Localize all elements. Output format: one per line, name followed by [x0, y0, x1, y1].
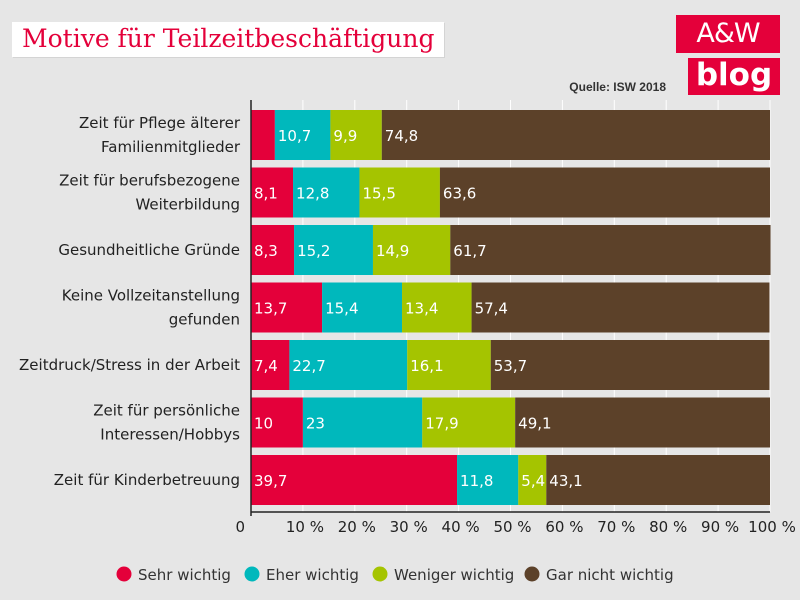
- category-label: Gesundheitliche Gründe: [58, 241, 240, 259]
- x-tick-label: 70 %: [597, 518, 635, 536]
- legend-label: Gar nicht wichtig: [546, 566, 674, 584]
- bar-segment: [372, 225, 451, 275]
- x-tick-label: 40 %: [442, 518, 480, 536]
- bar-value-label: 17,9: [425, 415, 458, 433]
- legend-label: Eher wichtig: [266, 566, 359, 584]
- legend-swatch: [244, 566, 260, 582]
- legend-label: Weniger wichtig: [394, 566, 514, 584]
- bar-segment: [251, 397, 303, 448]
- source-note: Quelle: ISW 2018: [569, 80, 666, 94]
- aw-blog-logo[interactable]: A&W blog: [676, 15, 780, 95]
- bar-value-label: 8,3: [254, 242, 278, 260]
- bar-segment: [402, 282, 472, 333]
- chart-title-box: Motive für Teilzeitbeschäftigung: [12, 22, 445, 57]
- x-tick-label: 10 %: [286, 518, 324, 536]
- bar-segment: [515, 397, 770, 448]
- bar-value-label: 15,2: [297, 242, 330, 260]
- legend-swatch: [372, 566, 388, 582]
- bar-value-label: 14,9: [376, 242, 409, 260]
- category-label: Zeitdruck/Stress in der Arbeit: [19, 356, 240, 374]
- bar-value-label: 12,8: [296, 185, 329, 203]
- bar-value-label: 57,4: [475, 300, 508, 318]
- bar-segment: [322, 282, 403, 333]
- bar-segment: [251, 455, 458, 505]
- bar-segment: [457, 455, 519, 505]
- bar-value-label: 43,1: [549, 472, 582, 490]
- category-label: Keine Vollzeitanstellung: [62, 287, 240, 305]
- legend-swatch: [116, 566, 132, 582]
- bar-value-label: 8,1: [254, 185, 278, 203]
- legend-label: Sehr wichtig: [138, 566, 231, 584]
- category-label: Familienmitglieder: [101, 138, 241, 156]
- x-tick-label: 20 %: [338, 518, 376, 536]
- bar-value-label: 49,1: [518, 415, 551, 433]
- bar-value-label: 39,7: [254, 472, 287, 490]
- bar-segment: [251, 282, 323, 333]
- bar-value-label: 63,6: [443, 185, 476, 203]
- x-tick-label: 60 %: [545, 518, 583, 536]
- category-label: Zeit für berufsbezogene: [59, 172, 240, 190]
- bar-segment: [330, 110, 382, 160]
- bar-value-label: 10,7: [278, 127, 311, 145]
- bar-segment: [293, 167, 360, 218]
- bar-value-label: 11,8: [460, 472, 493, 490]
- x-tick-label: 30 %: [390, 518, 428, 536]
- bar-value-label: 15,4: [325, 300, 358, 318]
- bar-segment: [471, 282, 770, 333]
- logo-line-aw: A&W: [676, 15, 780, 53]
- logo-line-blog: blog: [688, 58, 780, 95]
- bar-segment: [490, 340, 770, 390]
- bar-value-label: 9,9: [333, 127, 357, 145]
- bar-segment: [359, 167, 440, 218]
- bar-segment: [302, 397, 423, 448]
- bar-segment: [450, 225, 771, 275]
- bar-segment: [381, 110, 770, 160]
- bar-segment: [439, 167, 770, 218]
- bar-segment: [518, 455, 547, 505]
- bar-segment: [289, 340, 408, 390]
- legend-swatch: [524, 566, 540, 582]
- x-tick-label: 100 %: [748, 518, 796, 536]
- bar-value-label: 61,7: [453, 242, 486, 260]
- bar-value-label: 13,4: [405, 300, 438, 318]
- bar-segment: [422, 397, 516, 448]
- category-label: Weiterbildung: [135, 196, 240, 214]
- bar-segment: [251, 167, 294, 218]
- bar-segment: [251, 340, 290, 390]
- x-tick-label: 90 %: [701, 518, 739, 536]
- bar-value-label: 5,4: [521, 472, 545, 490]
- category-label: Zeit für Kinderbetreuung: [54, 471, 240, 489]
- bar-segment: [251, 110, 275, 160]
- chart-title: Motive für Teilzeitbeschäftigung: [22, 24, 435, 53]
- bar-value-label: 74,8: [385, 127, 418, 145]
- bar-value-label: 23: [306, 415, 325, 433]
- category-label: gefunden: [169, 311, 240, 329]
- bar-value-label: 16,1: [410, 357, 443, 375]
- bar-segment: [274, 110, 331, 160]
- bar-value-label: 53,7: [494, 357, 527, 375]
- bar-segment: [407, 340, 491, 390]
- bar-value-label: 15,5: [362, 185, 395, 203]
- x-tick-label: 80 %: [649, 518, 687, 536]
- bar-value-label: 7,4: [254, 357, 278, 375]
- bar-value-label: 10: [254, 415, 273, 433]
- x-tick-label: 0: [235, 518, 245, 536]
- bar-segment: [294, 225, 373, 275]
- bar-value-label: 13,7: [254, 300, 287, 318]
- category-label: Zeit für persönliche: [93, 402, 240, 420]
- category-label: Zeit für Pflege älterer: [79, 114, 241, 132]
- bar-segment: [251, 225, 295, 275]
- x-tick-label: 50 %: [493, 518, 531, 536]
- category-label: Interessen/Hobbys: [100, 426, 240, 444]
- bar-segment: [546, 455, 770, 505]
- bar-value-label: 22,7: [292, 357, 325, 375]
